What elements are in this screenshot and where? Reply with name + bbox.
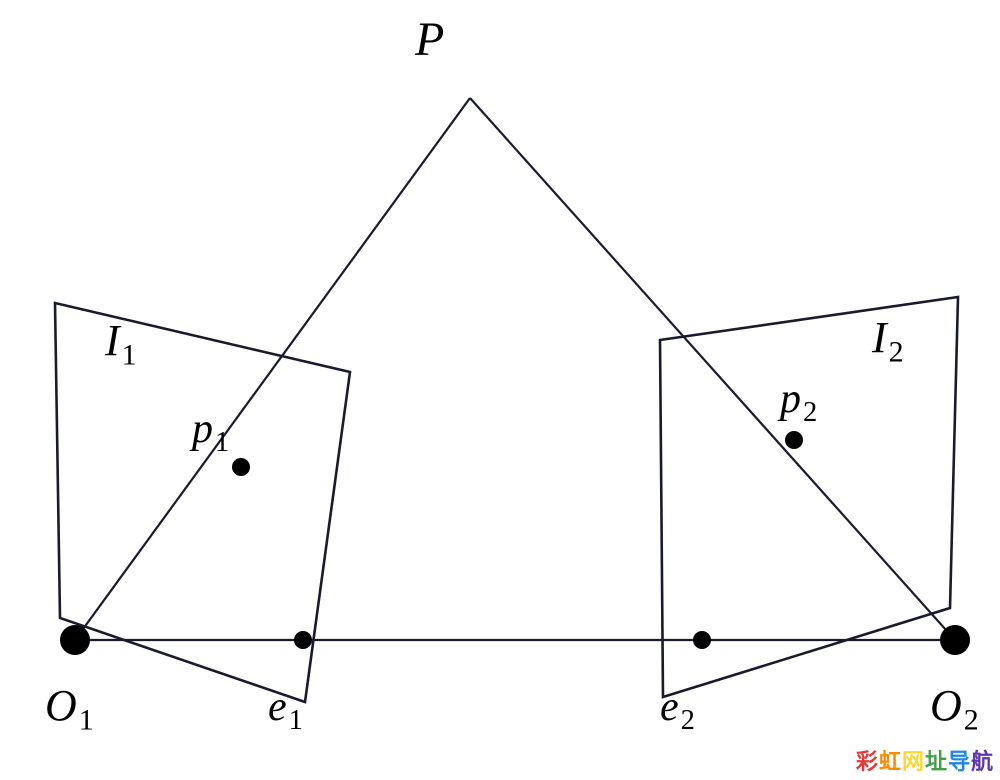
label-p2: p2 xyxy=(777,376,817,428)
label-e2: e2 xyxy=(660,684,695,736)
label-p1: p1 xyxy=(189,406,229,458)
labels: P O1 O2 p1 p2 e1 e2 I1 I2 xyxy=(45,13,979,737)
line-O2-P xyxy=(470,98,955,640)
label-I1: I1 xyxy=(104,316,137,372)
projection-lines xyxy=(75,98,955,640)
point-e2 xyxy=(693,631,711,649)
point-e1 xyxy=(294,631,312,649)
watermark-text: 彩虹网址导航 xyxy=(856,744,994,776)
point-p1 xyxy=(232,458,250,476)
label-I2: I2 xyxy=(871,313,904,369)
point-O1 xyxy=(60,625,90,655)
epipolar-geometry-diagram: P O1 O2 p1 p2 e1 e2 I1 I2 xyxy=(0,0,1000,780)
key-points xyxy=(60,431,970,655)
point-p2 xyxy=(785,431,803,449)
label-P: P xyxy=(414,13,444,66)
label-O1: O1 xyxy=(45,681,94,737)
point-O2 xyxy=(940,625,970,655)
label-e1: e1 xyxy=(268,684,303,736)
label-O2: O2 xyxy=(930,681,979,737)
